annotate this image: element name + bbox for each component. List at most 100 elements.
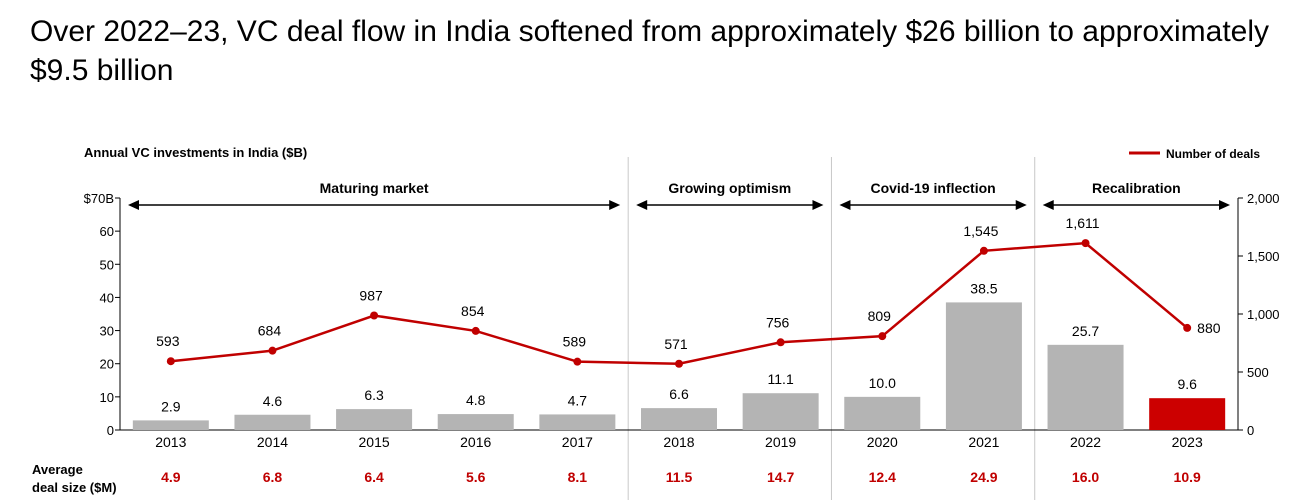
phase-arrow-head-left	[839, 200, 851, 210]
phase-arrow-head-right	[812, 200, 824, 210]
deals-point-2019	[776, 338, 785, 347]
deals-value-label: 880	[1197, 320, 1221, 336]
chart-title: Annual VC investments in India ($B)	[84, 145, 307, 160]
bar-value-label: 11.1	[768, 371, 794, 387]
deal-size-value: 10.9	[1174, 469, 1201, 485]
x-tick-label: 2021	[968, 434, 999, 450]
phase-label: Maturing market	[320, 180, 429, 196]
left-tick-label: 40	[100, 290, 114, 305]
deals-point-2013	[166, 357, 175, 366]
left-tick-label: 60	[100, 224, 114, 239]
bar-value-label: 6.3	[364, 387, 384, 403]
bar-2015	[336, 409, 413, 430]
phase-arrow-head-left	[636, 200, 648, 210]
average-deal-size-row: Average deal size ($M) 4.9 6.8 6.4 5.6 8.1 11…	[32, 462, 1201, 495]
bar-2014	[234, 414, 311, 430]
deal-size-value: 8.1	[568, 469, 588, 485]
deal-size-value: 5.6	[466, 469, 486, 485]
left-tick-label: 50	[100, 257, 114, 272]
deal-size-value: 6.8	[263, 469, 283, 485]
bar-value-label: 4.7	[568, 392, 588, 408]
phase-annotations: Maturing market Growing optimism Covid-19 …	[128, 180, 1230, 210]
deal-size-label-line1: Average	[32, 462, 83, 477]
deals-value-label: 854	[461, 303, 485, 319]
deals-value-label: 589	[563, 334, 587, 350]
phase-arrow-head-right	[609, 200, 621, 210]
phase-arrow-head-right	[1015, 200, 1027, 210]
x-tick-label: 2018	[663, 434, 694, 450]
x-tick-label: 2015	[359, 434, 390, 450]
legend: Number of deals	[1129, 147, 1260, 161]
deal-size-value: 24.9	[970, 469, 997, 485]
deal-size-value: 12.4	[869, 469, 896, 485]
left-tick-label: $70B	[84, 191, 114, 206]
bar-value-label: 10.0	[869, 375, 896, 391]
left-tick-label: 20	[100, 357, 114, 372]
bars	[132, 302, 1226, 430]
deals-point-2020	[878, 332, 887, 341]
x-tick-label: 2023	[1172, 434, 1203, 450]
x-tick-label: 2019	[765, 434, 796, 450]
deals-point-2015	[370, 311, 379, 320]
right-tick-label: 0	[1247, 423, 1254, 438]
deals-value-label: 684	[258, 323, 282, 339]
bar-2019	[742, 393, 819, 430]
bar-value-label: 6.6	[669, 386, 689, 402]
phase-dividers	[627, 157, 1036, 500]
x-tick-label: 2016	[460, 434, 491, 450]
left-tick-label: 0	[107, 423, 114, 438]
deals-value-label: 593	[156, 333, 180, 349]
bar-value-labels: 2.9 4.6 6.3 4.8 4.7 6.6 11.1 10.0 38.5 25.7 9.6	[161, 280, 1197, 414]
phase-label: Recalibration	[1092, 180, 1181, 196]
bar-value-label: 4.6	[263, 393, 283, 409]
bar-2023	[1149, 398, 1226, 430]
legend-label: Number of deals	[1166, 147, 1260, 161]
deals-point-2018	[675, 359, 683, 368]
x-tick-label: 2013	[155, 434, 186, 450]
deals-point-2017	[573, 357, 582, 366]
bar-2022	[1047, 344, 1124, 430]
deals-value-label: 987	[359, 288, 383, 304]
phase-arrow-head-right	[1219, 200, 1230, 210]
deals-value-label: 571	[664, 336, 688, 352]
bar-2020	[844, 396, 921, 430]
bar-2018	[641, 408, 717, 430]
deal-size-value: 16.0	[1072, 469, 1099, 485]
deals-value-label: 1,545	[963, 223, 998, 239]
right-tick-label: 2,000	[1247, 191, 1280, 206]
x-tick-label: 2020	[867, 434, 898, 450]
bar-2016	[437, 414, 514, 430]
phase-arrow-head-left	[1042, 200, 1054, 210]
deal-size-label-line2: deal size ($M)	[32, 480, 117, 495]
deals-line-series: 593 684 987 854 589 571 756 809 1,545 1,611 880	[156, 215, 1221, 368]
left-tick-label: 30	[100, 324, 114, 339]
bar-2017	[539, 414, 616, 430]
deals-point-2022	[1081, 239, 1090, 248]
deal-size-value: 11.5	[666, 469, 693, 485]
phase-arrow-head-left	[128, 200, 139, 210]
bar-value-label: 9.6	[1177, 376, 1197, 392]
bar-value-label: 4.8	[466, 392, 486, 408]
right-tick-label: 1,500	[1247, 249, 1280, 264]
deals-point-2016	[471, 326, 480, 335]
x-tick-label: 2014	[257, 434, 288, 450]
deals-point-2014	[268, 346, 277, 355]
right-axis: 0 500 1,000 1,500 2,000	[1237, 191, 1280, 438]
bar-value-label: 38.5	[970, 280, 997, 296]
x-tick-labels: 2013 2014 2015 2016 2017 2018 2019 2020 2021 2022…	[155, 434, 1203, 450]
bar-2013	[132, 420, 209, 430]
phase-label: Growing optimism	[668, 180, 791, 196]
x-tick-label: 2022	[1070, 434, 1101, 450]
deals-point-2023	[1183, 323, 1192, 332]
deals-value-label: 1,611	[1066, 215, 1100, 231]
deals-point-2021	[979, 246, 988, 255]
bar-2021	[945, 302, 1022, 430]
deals-value-label: 756	[766, 314, 790, 330]
x-tick-label: 2017	[562, 434, 593, 450]
deal-size-value: 6.4	[364, 469, 384, 485]
bar-value-label: 2.9	[161, 398, 181, 414]
deals-value-label: 809	[868, 308, 892, 324]
left-tick-label: 10	[100, 390, 114, 405]
phase-label: Covid-19 inflection	[870, 180, 995, 196]
right-tick-label: 1,000	[1247, 307, 1280, 322]
